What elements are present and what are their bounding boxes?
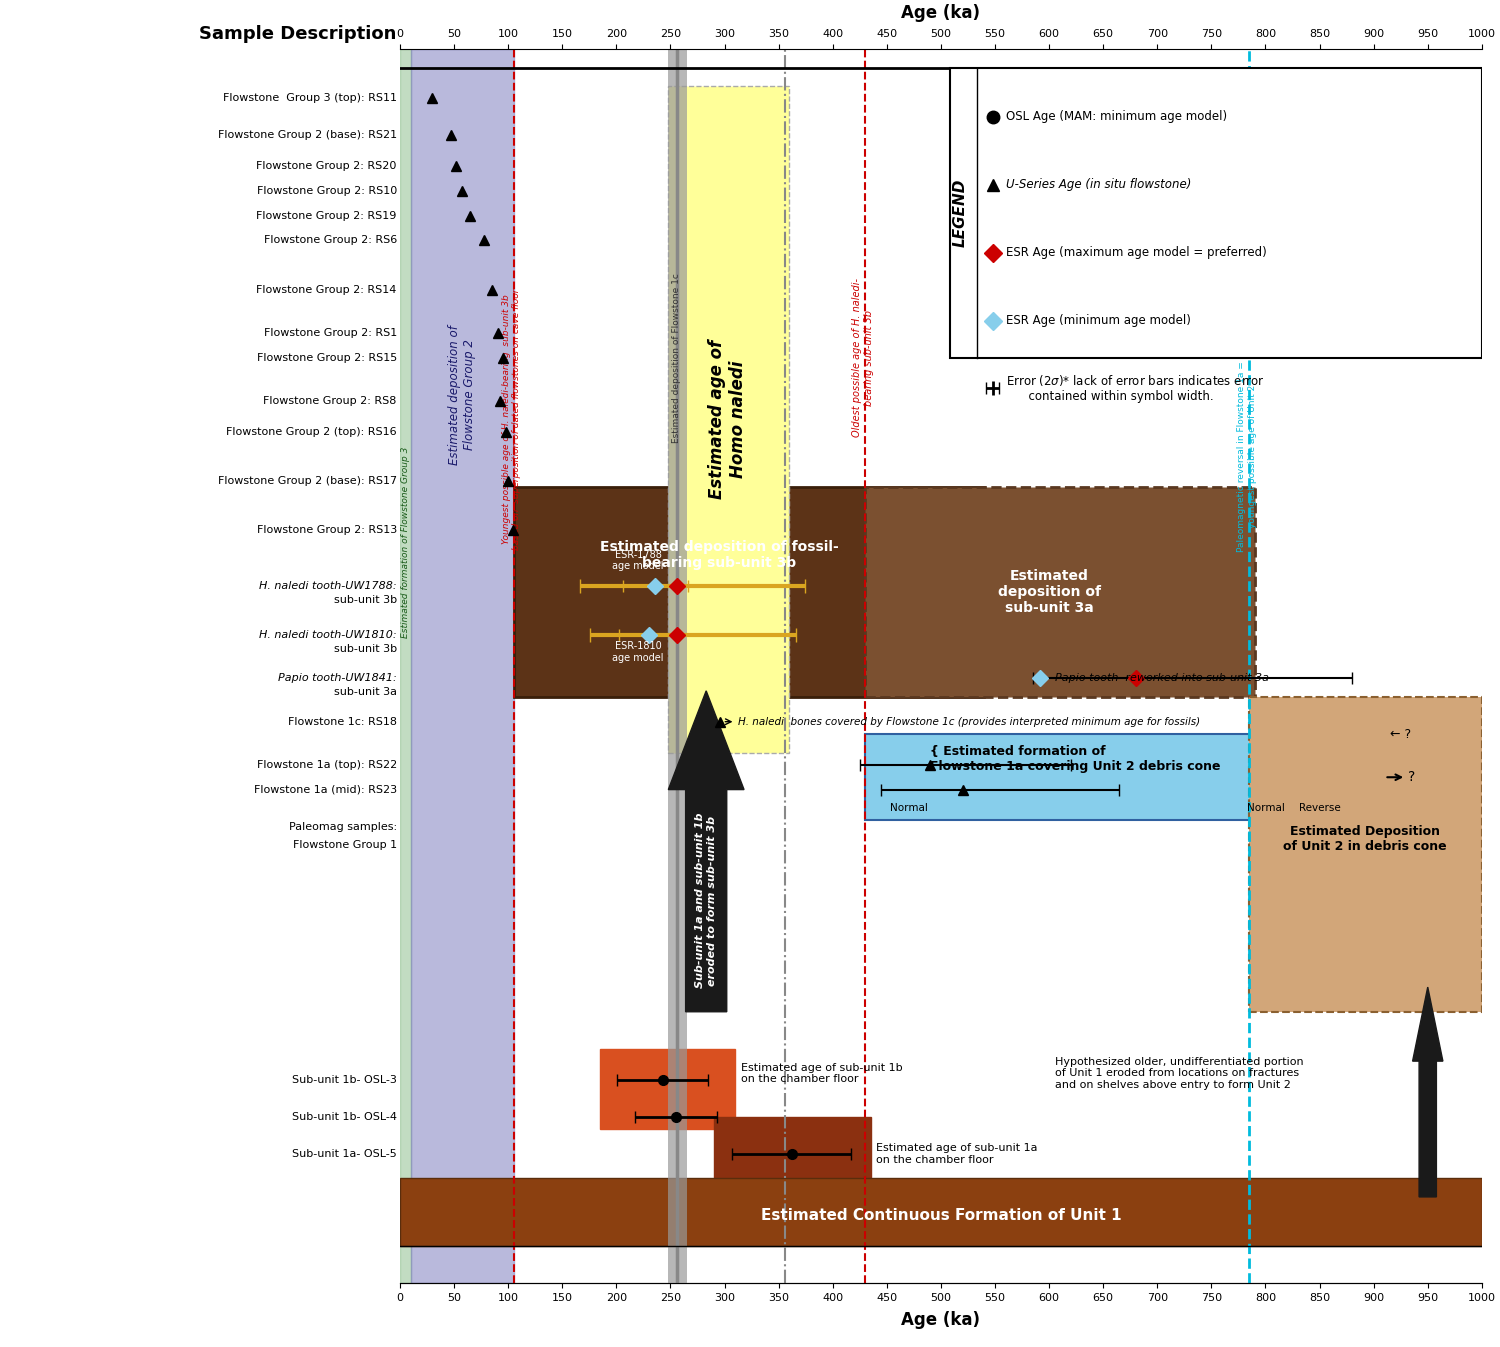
- Bar: [950, 67, 1482, 357]
- Text: Flowstone Group 1: Flowstone Group 1: [279, 841, 398, 850]
- Text: Flowstone Group 2 (base): RS21: Flowstone Group 2 (base): RS21: [217, 131, 398, 140]
- Text: Estimated age of sub-unit 1b
on the chamber floor: Estimated age of sub-unit 1b on the cham…: [741, 1063, 903, 1084]
- Bar: [865, 734, 1395, 820]
- Text: Flowstone Group 2: RS14: Flowstone Group 2: RS14: [243, 284, 398, 295]
- Text: sub-unit 3b: sub-unit 3b: [320, 594, 398, 605]
- X-axis label: Age (ka): Age (ka): [902, 1312, 981, 1329]
- Text: Flowstone Group 2 (base): RS17: Flowstone Group 2 (base): RS17: [217, 475, 398, 486]
- Text: Normal: Normal: [1246, 803, 1284, 814]
- Bar: [400, 1179, 1482, 1246]
- Bar: [669, 86, 789, 753]
- X-axis label: Age (ka): Age (ka): [902, 4, 981, 22]
- Text: Flowstone 1a (top): RS22: Flowstone 1a (top): RS22: [256, 760, 398, 770]
- Text: Flowstone  Group 3 (top): RS11: Flowstone Group 3 (top): RS11: [224, 93, 398, 104]
- Text: LEGEND: LEGEND: [952, 178, 968, 247]
- Text: Estimated Continuous Formation of Unit 1: Estimated Continuous Formation of Unit 1: [760, 1208, 1120, 1223]
- Text: Sub-unit 1a- OSL-5: Sub-unit 1a- OSL-5: [292, 1149, 398, 1158]
- Text: Paleomag samples:: Paleomag samples:: [288, 822, 398, 831]
- Text: Flowstone Group 2: RS8: Flowstone Group 2: RS8: [249, 396, 398, 405]
- Text: Flowstone Group 2: RS15: Flowstone Group 2: RS15: [243, 353, 398, 362]
- Text: Papio tooth  reworked into sub-unit 3a: Papio tooth reworked into sub-unit 3a: [1054, 674, 1269, 683]
- Text: Flowstone Group 2: RS1: Flowstone Group 2: RS1: [249, 327, 398, 338]
- Text: Paleomagnetic reversal in Flowstone 1a =
youngest possible age of Unit 2: Paleomagnetic reversal in Flowstone 1a =…: [1238, 361, 1257, 552]
- Text: ?: ?: [1408, 770, 1416, 784]
- Text: Estimated deposition of fossil-
bearing sub-unit 3b: Estimated deposition of fossil- bearing …: [600, 540, 838, 570]
- Text: U-Series Age (in situ flowstone): U-Series Age (in situ flowstone): [1007, 178, 1191, 191]
- Polygon shape: [1413, 987, 1443, 1197]
- Bar: [1250, 696, 1482, 1012]
- Text: Estimated deposition of
Flowstone Group 2: Estimated deposition of Flowstone Group …: [447, 325, 476, 465]
- Text: sub-unit 3a: sub-unit 3a: [320, 687, 398, 698]
- Text: Sub-unit 1b- OSL-3: Sub-unit 1b- OSL-3: [292, 1075, 398, 1084]
- Bar: [411, 48, 513, 1284]
- Text: Sample Description: Sample Description: [200, 24, 398, 43]
- Polygon shape: [669, 691, 744, 1012]
- Text: ESR Age (maximum age model = preferred): ESR Age (maximum age model = preferred): [1007, 247, 1266, 259]
- Text: ESR-1788
age model: ESR-1788 age model: [612, 550, 664, 571]
- Text: ← ?: ← ?: [1390, 727, 1411, 741]
- Text: Youngest possible age of H. naledi-bearing  sub-unit 3b
based on  superposition : Youngest possible age of H. naledi-beari…: [503, 288, 520, 550]
- Text: Hypothesized older, undifferentiated portion
of Unit 1 eroded from locations on : Hypothesized older, undifferentiated por…: [1054, 1057, 1304, 1090]
- Text: Normal: Normal: [890, 803, 927, 814]
- Bar: [669, 48, 687, 1284]
- Text: H. naledi  bones covered by Flowstone 1c (provides interpreted minimum age for f: H. naledi bones covered by Flowstone 1c …: [738, 717, 1200, 726]
- Text: Flowstone 1c: RS18: Flowstone 1c: RS18: [274, 717, 398, 726]
- Text: OSL Age (MAM: minimum age model): OSL Age (MAM: minimum age model): [1007, 110, 1227, 124]
- Text: ESR Age (minimum age model): ESR Age (minimum age model): [1007, 314, 1191, 327]
- Bar: [714, 1117, 870, 1179]
- Text: Oldest possible age of H. naledi-
bearing sub-unit 3b: Oldest possible age of H. naledi- bearin…: [852, 277, 874, 436]
- Text: Error (2$\sigma$)* lack of error bars indicates error
      contained within sym: Error (2$\sigma$)* lack of error bars in…: [1007, 373, 1264, 404]
- Bar: [600, 1049, 735, 1129]
- Text: Estimated
deposition of
sub-unit 3a: Estimated deposition of sub-unit 3a: [998, 568, 1101, 616]
- Text: Reverse: Reverse: [1299, 803, 1341, 814]
- Bar: [400, 48, 411, 1284]
- Text: Sub-unit 1a and sub-unit 1b
eroded to form sub-unit 3b: Sub-unit 1a and sub-unit 1b eroded to fo…: [696, 814, 717, 989]
- Text: Estimated formation of Flowstone Group 3: Estimated formation of Flowstone Group 3: [400, 447, 410, 638]
- Bar: [865, 488, 1254, 696]
- Text: Estimated Deposition
of Unit 2 in debris cone: Estimated Deposition of Unit 2 in debris…: [1282, 824, 1448, 853]
- Text: Flowstone Group 2: RS10: Flowstone Group 2: RS10: [243, 186, 398, 195]
- Text: Flowstone Group 2: RS6: Flowstone Group 2: RS6: [243, 236, 398, 245]
- Text: Estimated age of
Homo naledi: Estimated age of Homo naledi: [708, 339, 747, 498]
- Text: Flowstone Group 2: RS13: Flowstone Group 2: RS13: [243, 525, 398, 535]
- Text: Flowstone Group 2: RS20: Flowstone Group 2: RS20: [243, 162, 398, 171]
- Text: Flowstone Group 2: RS19: Flowstone Group 2: RS19: [243, 210, 398, 221]
- Text: ESR-1810
age model: ESR-1810 age model: [612, 641, 664, 663]
- Text: { Estimated formation of
Flowstone 1a covering Unit 2 debris cone: { Estimated formation of Flowstone 1a co…: [930, 745, 1221, 773]
- Text: H. naledi tooth-UW1810:: H. naledi tooth-UW1810:: [260, 630, 398, 640]
- Text: Sub-unit 1b- OSL-4: Sub-unit 1b- OSL-4: [292, 1111, 398, 1122]
- Text: Flowstone 1a (mid): RS23: Flowstone 1a (mid): RS23: [254, 784, 398, 795]
- Text: Estimated deposition of Flowstone 1c: Estimated deposition of Flowstone 1c: [672, 272, 681, 443]
- Text: Flowstone Group 2 (top): RS16: Flowstone Group 2 (top): RS16: [226, 427, 398, 436]
- Text: Estimated age of sub-unit 1a
on the chamber floor: Estimated age of sub-unit 1a on the cham…: [876, 1142, 1038, 1165]
- Bar: [513, 488, 984, 696]
- Text: Papio tooth-UW1841:: Papio tooth-UW1841:: [278, 674, 398, 683]
- Text: H. naledi tooth-UW1788:: H. naledi tooth-UW1788:: [260, 581, 398, 591]
- Text: sub-unit 3b: sub-unit 3b: [320, 644, 398, 653]
